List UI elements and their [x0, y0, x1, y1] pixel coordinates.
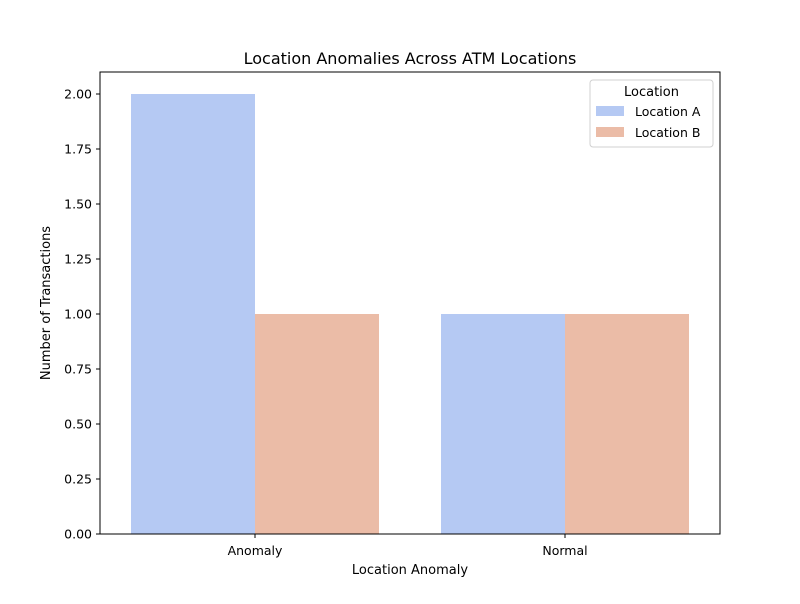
- legend-swatch: [596, 106, 624, 116]
- x-tick-label: Anomaly: [228, 543, 283, 558]
- x-axis-label: Location Anomaly: [352, 563, 468, 578]
- y-tick-label: 1.50: [64, 197, 92, 212]
- y-tick-label: 2.00: [64, 87, 92, 102]
- legend-title: Location: [624, 85, 679, 100]
- x-tick-label: Normal: [542, 543, 587, 558]
- bar-location-b-anomaly: [255, 314, 379, 534]
- y-tick-label: 0.25: [64, 472, 92, 487]
- legend-label: Location B: [635, 125, 700, 140]
- plot-frame: [99, 71, 721, 535]
- bar-location-b-normal: [565, 314, 689, 534]
- bar-location-a-normal: [441, 314, 565, 534]
- y-tick-label: 0.00: [64, 527, 92, 542]
- x-axis: Anomaly Normal: [228, 534, 588, 558]
- y-tick-label: 1.00: [64, 307, 92, 322]
- legend: Location Location A Location B: [589, 79, 714, 148]
- y-axis-label: Number of Transactions: [39, 226, 54, 380]
- y-tick-label: 0.50: [64, 417, 92, 432]
- y-tick-label: 0.75: [64, 362, 92, 377]
- legend-swatch: [596, 127, 624, 137]
- y-tick-label: 1.25: [64, 252, 92, 267]
- legend-label: Location A: [635, 104, 701, 119]
- legend-items: Location A Location B: [596, 104, 701, 140]
- y-axis: 0.00 0.25 0.50 0.75 1.00 1.25 1.50 1.75 2.00: [64, 87, 100, 542]
- y-tick-label: 1.75: [64, 142, 92, 157]
- bar-location-a-anomaly: [131, 94, 255, 534]
- bars-layer: [131, 94, 689, 534]
- chart-title: Location Anomalies Across ATM Locations: [244, 49, 577, 68]
